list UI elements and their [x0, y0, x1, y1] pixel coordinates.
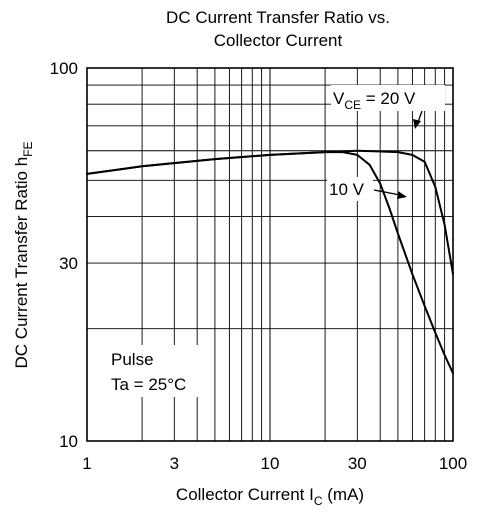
x-axis-label-sub: C	[314, 494, 323, 508]
y-tick-label: 100	[50, 59, 78, 78]
x-axis-label-prefix: Collector Current I	[176, 485, 314, 504]
plot-frame	[86, 67, 454, 442]
annotation-conditions: Pulse Ta = 25°C	[108, 345, 212, 397]
y-axis-label: DC Current Transfer Ratio hFE	[12, 142, 35, 369]
annotation-vce20-sub: CE	[344, 98, 361, 112]
x-tick-labels: 1 3 10 30 100	[82, 454, 467, 473]
chart-title-line1: DC Current Transfer Ratio vs.	[166, 8, 390, 27]
annotation-vce20-label: VCE = 20 V	[333, 89, 416, 112]
annotation-pulse: Pulse	[111, 350, 154, 369]
y-tick-label: 10	[59, 432, 78, 451]
annotation-conditions-bg	[108, 345, 212, 397]
annotation-vce20-arrowhead	[413, 119, 421, 129]
y-tick-labels: 10 30 100	[50, 59, 78, 451]
annotation-vce20: VCE = 20 V	[331, 85, 445, 129]
series-line-1	[86, 151, 454, 375]
x-tick-label: 30	[348, 454, 367, 473]
annotation-ta: Ta = 25°C	[111, 375, 186, 394]
annotation-vce20-prefix: V	[333, 89, 345, 108]
x-tick-label: 10	[261, 454, 280, 473]
x-tick-label: 1	[82, 454, 91, 473]
x-tick-label: 3	[170, 454, 179, 473]
y-tick-label: 30	[59, 254, 78, 273]
x-axis-label-suffix: (mA)	[323, 485, 365, 504]
annotation-10v-arrowhead	[397, 191, 407, 199]
x-axis-label: Collector Current IC (mA)	[176, 485, 364, 508]
annotation-10v: 10 V	[327, 177, 407, 201]
chart-title-line2: Collector Current	[214, 31, 343, 50]
annotation-vce20-suffix: = 20 V	[361, 89, 416, 108]
annotation-10v-leader	[373, 189, 401, 196]
annotation-10v-label: 10 V	[329, 180, 365, 199]
series-group	[86, 149, 454, 375]
annotation-10v-bg	[327, 177, 373, 201]
y-axis-label-prefix: DC Current Transfer Ratio h	[12, 157, 31, 369]
grid	[87, 68, 453, 441]
x-tick-label: 100	[439, 454, 467, 473]
annotation-vce20-bg	[331, 85, 445, 111]
y-axis-label-sub: FE	[21, 142, 35, 157]
